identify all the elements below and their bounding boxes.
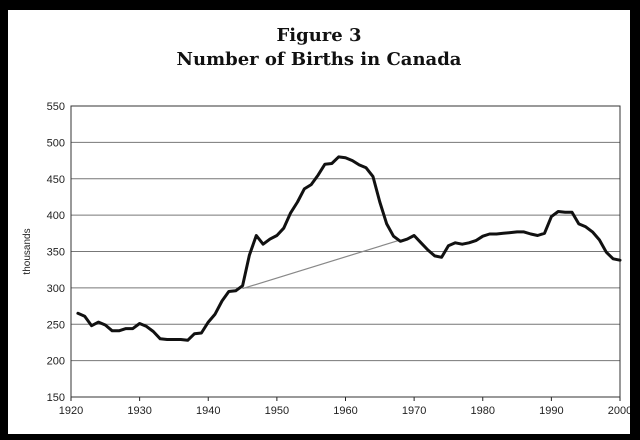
y-tick-label-450: 450 [47, 174, 65, 186]
x-tick-label-2000: 2000 [608, 405, 630, 417]
y-tick-label-150: 150 [47, 392, 65, 404]
x-tick-label-1920: 1920 [59, 405, 83, 417]
x-tick-label-1990: 1990 [539, 405, 563, 417]
x-tick-label-1960: 1960 [333, 405, 357, 417]
x-tick-label-1980: 1980 [471, 405, 495, 417]
trend-line [242, 239, 401, 290]
grid-lines [71, 105, 620, 398]
chart-subtitle: Number of Births in Canada [176, 49, 462, 70]
x-axis-ticks: 1920 1930 1940 1950 1960 1970 1980 1990 2000 [59, 397, 630, 417]
chart-title: Figure 3 [276, 25, 362, 46]
chart-frame: Figure 3 Number of Births in Canada 150 2… [8, 10, 630, 434]
plot-area-border [70, 105, 621, 398]
x-tick-label-1970: 1970 [402, 405, 426, 417]
births-line-chart: 150 200 250 300 350 400 450 500 550 1920 1930 1940… [22, 101, 630, 417]
y-axis-ticks: 150 200 250 300 350 400 450 500 550 [47, 101, 65, 404]
y-tick-label-350: 350 [47, 247, 65, 259]
y-tick-label-250: 250 [47, 319, 65, 331]
x-tick-label-1940: 1940 [196, 405, 220, 417]
x-tick-label-1950: 1950 [265, 405, 289, 417]
chart-title-block: Figure 3 Number of Births in Canada [8, 24, 630, 72]
births-series-line [76, 155, 622, 342]
y-axis-label: thousands [22, 228, 33, 274]
data-lines [76, 155, 622, 342]
y-tick-label-500: 500 [47, 137, 65, 149]
x-tick-label-1930: 1930 [127, 405, 151, 417]
y-tick-label-550: 550 [47, 101, 65, 113]
y-tick-label-200: 200 [47, 356, 65, 368]
y-tick-label-300: 300 [47, 283, 65, 295]
y-tick-label-400: 400 [47, 210, 65, 222]
